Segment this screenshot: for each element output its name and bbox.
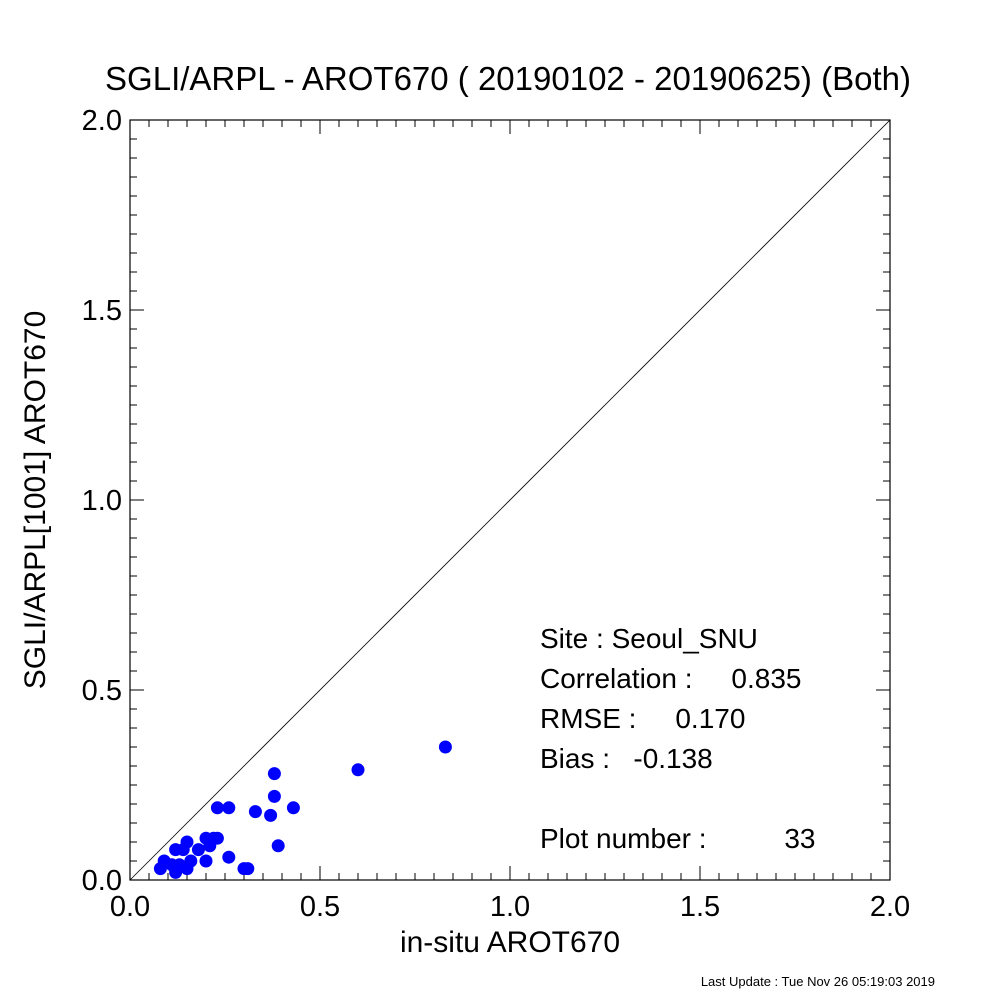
scatter-point xyxy=(248,805,262,819)
y-tick-label: 1.0 xyxy=(82,485,122,517)
scatter-point xyxy=(286,801,300,815)
scatter-point xyxy=(222,801,236,815)
x-tick-label: 0.5 xyxy=(300,891,340,923)
x-axis-label: in-situ AROT670 xyxy=(400,926,620,959)
axis-ticks xyxy=(129,119,891,881)
site-label: Site : Seoul_SNU xyxy=(540,623,758,654)
x-tick-label: 0.0 xyxy=(110,891,150,923)
scatter-point xyxy=(199,854,213,868)
stats-box: Site : Seoul_SNU Correlation : 0.835 RMS… xyxy=(540,623,815,854)
scatter-point xyxy=(241,862,255,876)
scatter-point xyxy=(264,808,278,822)
scatter-point xyxy=(191,843,205,857)
data-points xyxy=(153,740,452,879)
scatter-point xyxy=(438,740,452,754)
last-update-footer: Last Update : Tue Nov 26 05:19:03 2019 xyxy=(701,974,935,989)
axis-tick-labels: 0.0 0.5 1.0 1.5 2.0 0.0 0.5 1.0 1.5 2.0 xyxy=(82,105,910,923)
scatter-point xyxy=(271,839,285,853)
plot-number-label: Plot number : 33 xyxy=(540,823,815,854)
scatter-point xyxy=(267,767,281,781)
x-tick-label: 2.0 xyxy=(870,891,910,923)
scatter-point xyxy=(267,789,281,803)
one-to-one-line xyxy=(129,119,891,881)
y-tick-label: 2.0 xyxy=(82,105,122,137)
correlation-label: Correlation : 0.835 xyxy=(540,663,801,694)
scatter-point xyxy=(222,850,236,864)
scatter-point xyxy=(184,854,198,868)
y-tick-label: 0.0 xyxy=(82,865,122,897)
y-axis-label: SGLI/ARPL[1001] AROT670 xyxy=(19,311,52,690)
scatter-point xyxy=(351,763,365,777)
scatter-point xyxy=(180,835,194,849)
rmse-label: RMSE : 0.170 xyxy=(540,703,745,734)
chart-title: SGLI/ARPL - AROT670 ( 20190102 - 2019062… xyxy=(105,60,911,97)
x-tick-label: 1.5 xyxy=(680,891,720,923)
y-tick-label: 1.5 xyxy=(82,295,122,327)
one-to-one-reference-line xyxy=(129,119,891,881)
scatter-point xyxy=(210,831,224,845)
y-tick-label: 0.5 xyxy=(82,675,122,707)
x-tick-label: 1.0 xyxy=(490,891,530,923)
bias-label: Bias : -0.138 xyxy=(540,743,713,774)
scatter-point xyxy=(210,801,224,815)
